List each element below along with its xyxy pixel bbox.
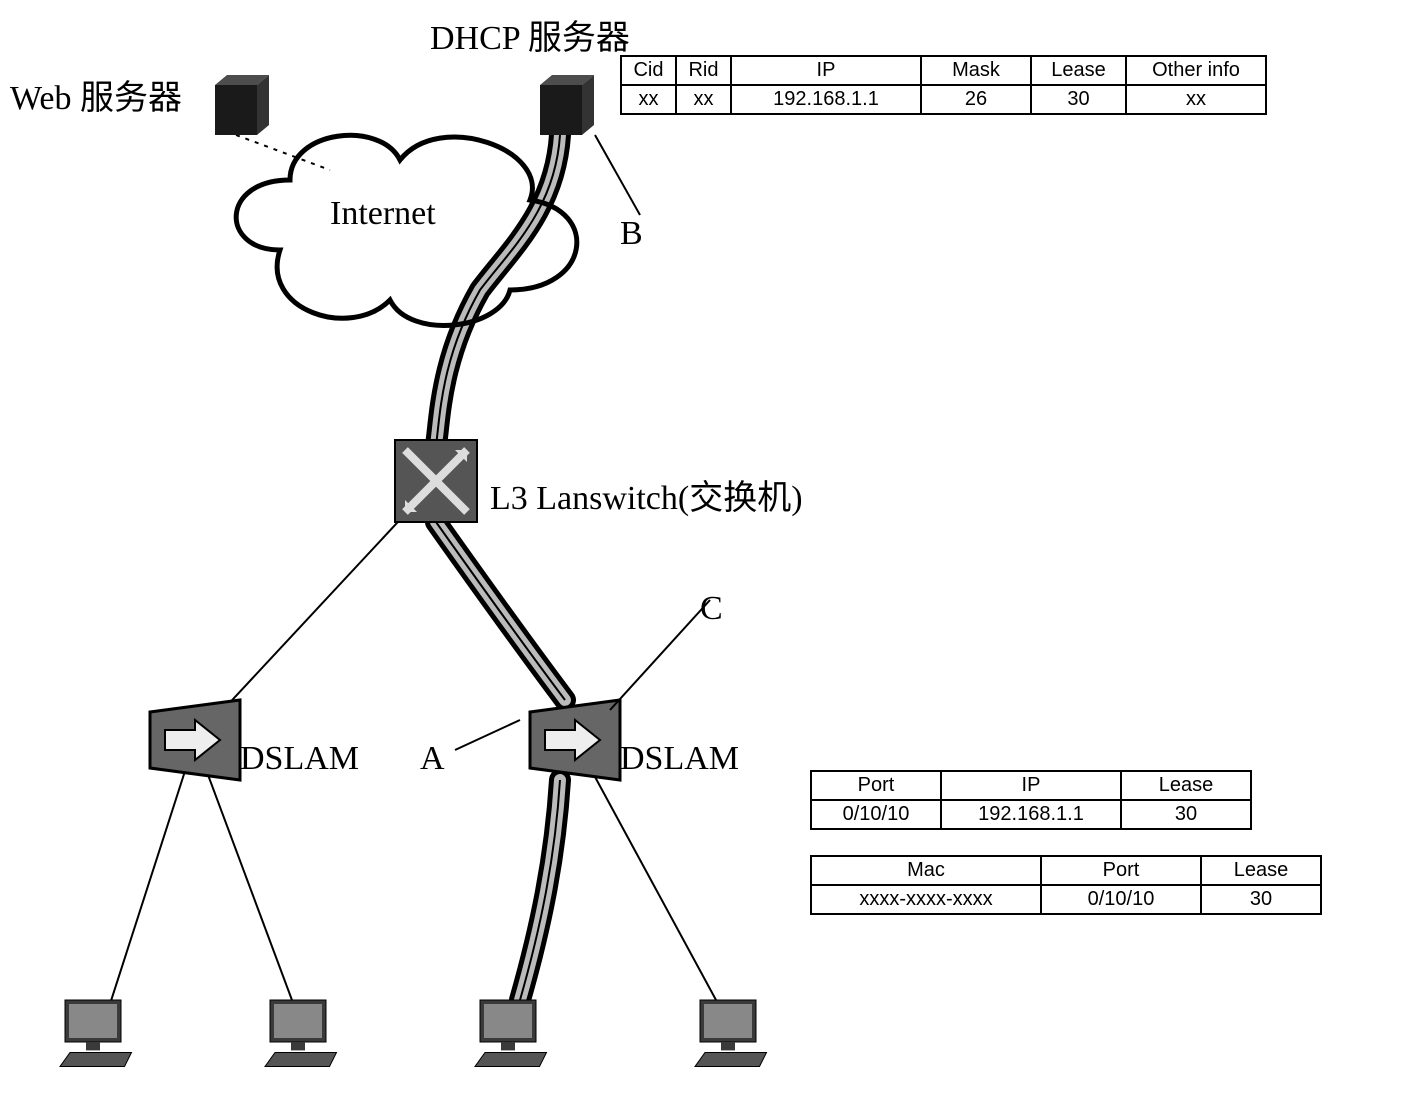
dhcp-lease-table: CidRidIPMaskLeaseOther infoxxxx192.168.1… [620, 55, 1267, 115]
table-cell: 26 [921, 85, 1031, 114]
table-header-cell: Lease [1201, 856, 1321, 885]
table-header-cell: Mac [811, 856, 1041, 885]
diagram-canvas [0, 0, 1416, 1105]
table-cell: xx [676, 85, 731, 114]
table-header-cell: Port [1041, 856, 1201, 885]
port-ip-table: PortIPLease0/10/10192.168.1.130 [810, 770, 1252, 830]
table-row: xxxx192.168.1.12630xx [621, 85, 1266, 114]
table-cell: 30 [1031, 85, 1126, 114]
table-cell: 192.168.1.1 [941, 800, 1121, 829]
table-header-cell: IP [941, 771, 1121, 800]
table-cell: 0/10/10 [1041, 885, 1201, 914]
table-cell: xx [1126, 85, 1266, 114]
table-row: 0/10/10192.168.1.130 [811, 800, 1251, 829]
table-cell: xx [621, 85, 676, 114]
table-cell: 30 [1121, 800, 1251, 829]
dslam-right-label: DSLAM [620, 740, 739, 778]
table-cell: xxxx-xxxx-xxxx [811, 885, 1041, 914]
switch-label: L3 Lanswitch(交换机) [490, 470, 803, 519]
table-header-cell: IP [731, 56, 921, 85]
internet-label: Internet [330, 195, 436, 233]
dhcp-server-title: DHCP 服务器 [430, 10, 630, 59]
table-header-cell: Lease [1031, 56, 1126, 85]
annotation-c: C [700, 590, 723, 628]
table-header-cell: Cid [621, 56, 676, 85]
web-server-title: Web 服务器 [10, 70, 182, 119]
table-header-cell: Mask [921, 56, 1031, 85]
table-row: xxxx-xxxx-xxxx0/10/1030 [811, 885, 1321, 914]
table-cell: 0/10/10 [811, 800, 941, 829]
table-header-cell: Rid [676, 56, 731, 85]
table-cell: 192.168.1.1 [731, 85, 921, 114]
table-header-cell: Port [811, 771, 941, 800]
mac-port-table: MacPortLeasexxxx-xxxx-xxxx0/10/1030 [810, 855, 1322, 915]
table-header-cell: Lease [1121, 771, 1251, 800]
dslam-left-label: DSLAM [240, 740, 359, 778]
annotation-b: B [620, 215, 643, 253]
annotation-a: A [420, 740, 445, 778]
table-header-cell: Other info [1126, 56, 1266, 85]
table-cell: 30 [1201, 885, 1321, 914]
